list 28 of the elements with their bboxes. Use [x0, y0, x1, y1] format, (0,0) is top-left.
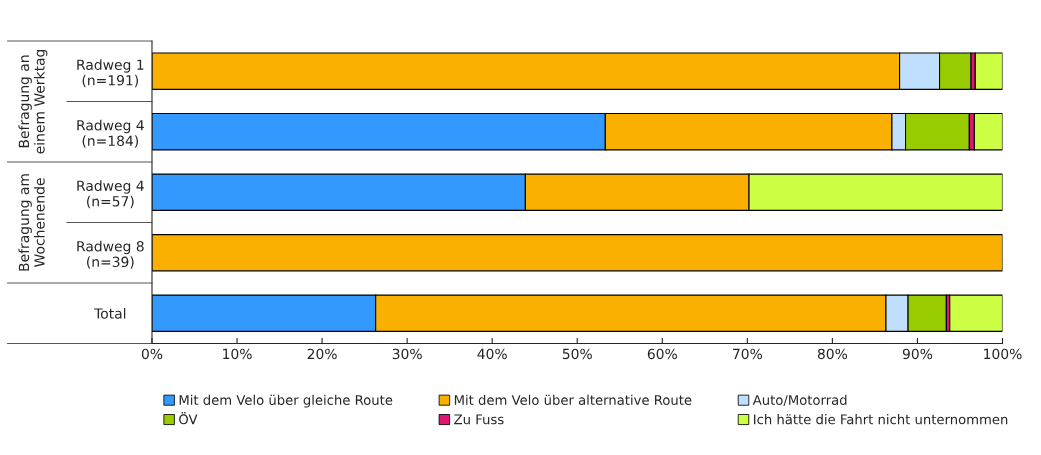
x-tick-label: 10% — [223, 348, 252, 360]
x-tick-label: 70% — [733, 348, 762, 360]
legend-label: Mit dem Velo über alternative Route — [454, 394, 692, 405]
x-tick-label: 50% — [562, 348, 592, 360]
legend-label: Mit dem Velo über gleiche Route — [179, 394, 393, 408]
legend-label: ÖV — [179, 412, 198, 425]
x-tick-label: 100% — [984, 348, 1022, 360]
x-tick-label: 30% — [392, 348, 422, 360]
x-tick-label: 80% — [817, 348, 848, 360]
text: Befragung am Wochenende — [18, 174, 45, 271]
legend-label: Ich hätte die Fahrt nicht unternommen — [754, 414, 1008, 425]
bar — [151, 234, 1003, 272]
y-tick-label: Radweg 8 (n=39) — [77, 240, 144, 269]
x-tick-label: 60% — [647, 348, 677, 360]
legend-label: Auto/Motorrad — [752, 394, 847, 406]
legend-label: Zu Fuss — [454, 414, 504, 425]
x-tick-label: 90% — [902, 348, 933, 360]
x-tick-label: 40% — [477, 348, 507, 360]
bar — [974, 52, 1003, 90]
y-tick-label: Total — [94, 307, 126, 319]
bar — [973, 113, 1003, 151]
x-tick-label: 0% — [141, 348, 163, 360]
y-tick-label: Radweg 4 (n=57) — [77, 180, 144, 209]
y-tick-label: Radweg 4 (n=184) — [77, 119, 144, 148]
y-tick-label: Radweg 1 (n=191) — [77, 59, 144, 88]
x-tick-label: 20% — [307, 348, 337, 360]
bar — [949, 294, 1003, 332]
text: Befragung an einem Werktag — [18, 49, 48, 154]
